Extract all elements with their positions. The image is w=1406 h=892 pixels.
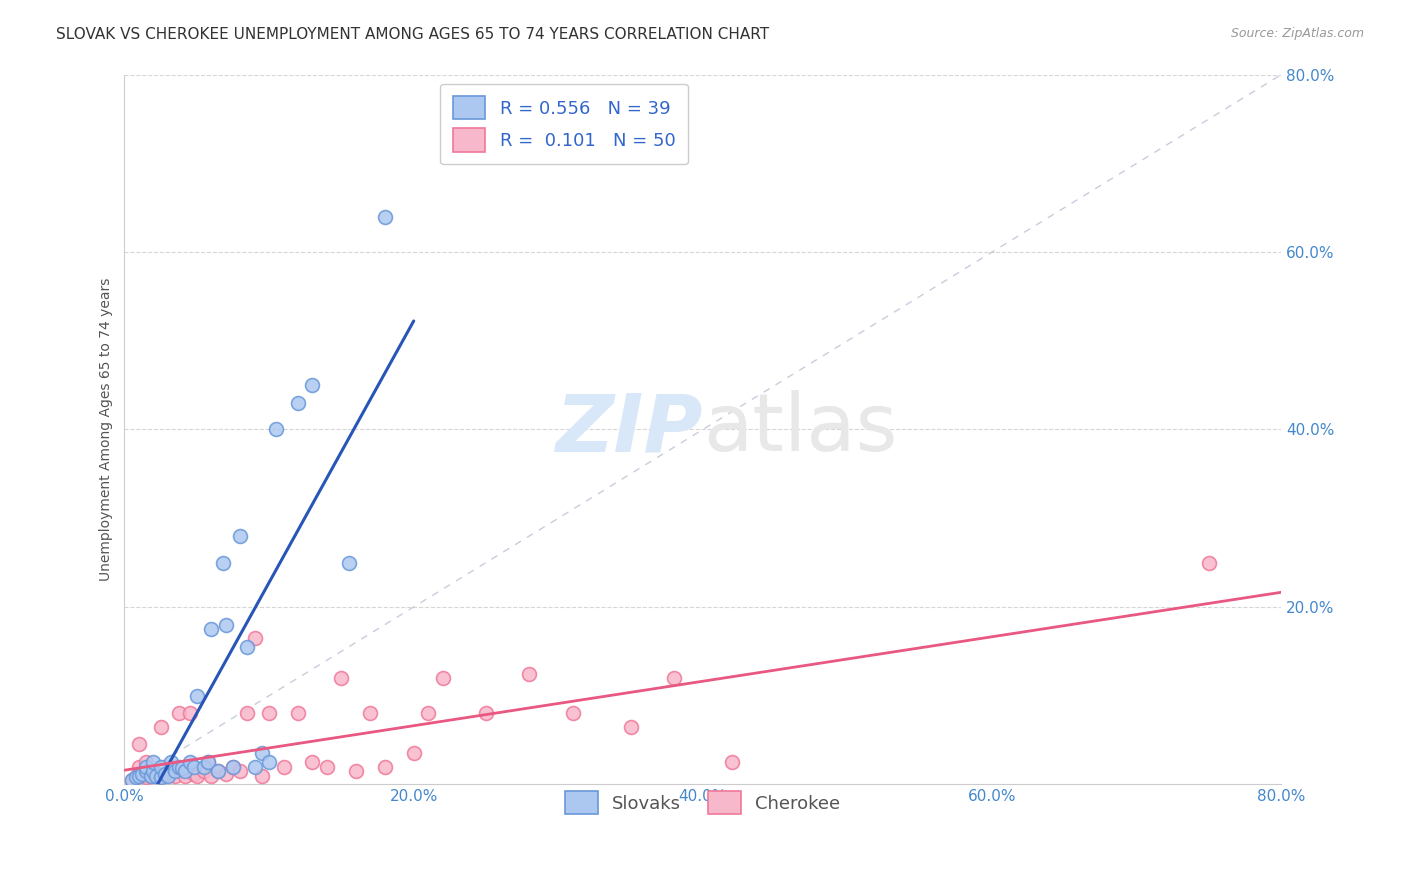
- Text: SLOVAK VS CHEROKEE UNEMPLOYMENT AMONG AGES 65 TO 74 YEARS CORRELATION CHART: SLOVAK VS CHEROKEE UNEMPLOYMENT AMONG AG…: [56, 27, 769, 42]
- Point: [337, 556, 360, 570]
- Point: [179, 756, 201, 770]
- Point: [207, 764, 229, 778]
- Point: [519, 666, 541, 681]
- Point: [131, 766, 153, 780]
- Point: [156, 766, 179, 780]
- Point: [153, 766, 176, 780]
- Y-axis label: Unemployment Among Ages 65 to 74 years: Unemployment Among Ages 65 to 74 years: [100, 277, 114, 582]
- Point: [257, 756, 280, 770]
- Point: [374, 210, 396, 224]
- Point: [273, 760, 295, 774]
- Point: [121, 772, 143, 787]
- Point: [561, 706, 583, 721]
- Point: [149, 760, 172, 774]
- Point: [250, 747, 273, 761]
- Point: [316, 760, 339, 774]
- Point: [344, 764, 367, 778]
- Point: [721, 756, 744, 770]
- Point: [131, 768, 153, 782]
- Point: [186, 689, 208, 703]
- Point: [197, 756, 219, 770]
- Point: [229, 529, 252, 543]
- Point: [301, 378, 323, 392]
- Point: [211, 556, 233, 570]
- Point: [165, 768, 187, 782]
- Point: [193, 764, 215, 778]
- Point: [128, 768, 150, 782]
- Point: [174, 768, 197, 782]
- Text: Source: ZipAtlas.com: Source: ZipAtlas.com: [1230, 27, 1364, 40]
- Point: [229, 764, 252, 778]
- Point: [169, 706, 191, 721]
- Point: [193, 760, 215, 774]
- Point: [222, 760, 245, 774]
- Point: [142, 766, 165, 780]
- Text: ZIP: ZIP: [555, 391, 703, 468]
- Point: [128, 738, 150, 752]
- Point: [135, 760, 157, 774]
- Point: [330, 671, 353, 685]
- Point: [142, 764, 165, 778]
- Point: [207, 764, 229, 778]
- Text: atlas: atlas: [703, 391, 897, 468]
- Point: [125, 770, 148, 784]
- Point: [139, 768, 162, 782]
- Point: [172, 764, 194, 778]
- Point: [475, 706, 498, 721]
- Point: [374, 760, 396, 774]
- Point: [243, 760, 266, 774]
- Point: [179, 706, 201, 721]
- Point: [174, 764, 197, 778]
- Point: [359, 706, 381, 721]
- Point: [125, 770, 148, 784]
- Point: [243, 631, 266, 645]
- Point: [183, 766, 205, 780]
- Point: [149, 770, 172, 784]
- Point: [135, 770, 157, 784]
- Point: [183, 760, 205, 774]
- Point: [257, 706, 280, 721]
- Point: [200, 622, 222, 636]
- Point: [287, 396, 309, 410]
- Point: [135, 756, 157, 770]
- Point: [287, 706, 309, 721]
- Point: [266, 422, 288, 436]
- Point: [215, 766, 238, 780]
- Point: [432, 671, 454, 685]
- Point: [222, 760, 245, 774]
- Point: [1198, 556, 1220, 570]
- Point: [200, 768, 222, 782]
- Point: [215, 617, 238, 632]
- Point: [128, 760, 150, 774]
- Point: [159, 756, 181, 770]
- Point: [620, 720, 643, 734]
- Point: [197, 756, 219, 770]
- Point: [145, 768, 167, 782]
- Point: [149, 720, 172, 734]
- Point: [121, 772, 143, 787]
- Point: [186, 768, 208, 782]
- Point: [135, 764, 157, 778]
- Point: [165, 764, 187, 778]
- Point: [145, 768, 167, 782]
- Point: [156, 768, 179, 782]
- Point: [236, 706, 259, 721]
- Point: [418, 706, 440, 721]
- Point: [139, 768, 162, 782]
- Point: [301, 756, 323, 770]
- Point: [153, 768, 176, 782]
- Point: [662, 671, 685, 685]
- Legend: Slovaks, Cherokee: Slovaks, Cherokee: [554, 780, 851, 825]
- Point: [159, 760, 181, 774]
- Point: [250, 768, 273, 782]
- Point: [169, 760, 191, 774]
- Point: [236, 640, 259, 654]
- Point: [142, 756, 165, 770]
- Point: [172, 761, 194, 775]
- Point: [402, 747, 425, 761]
